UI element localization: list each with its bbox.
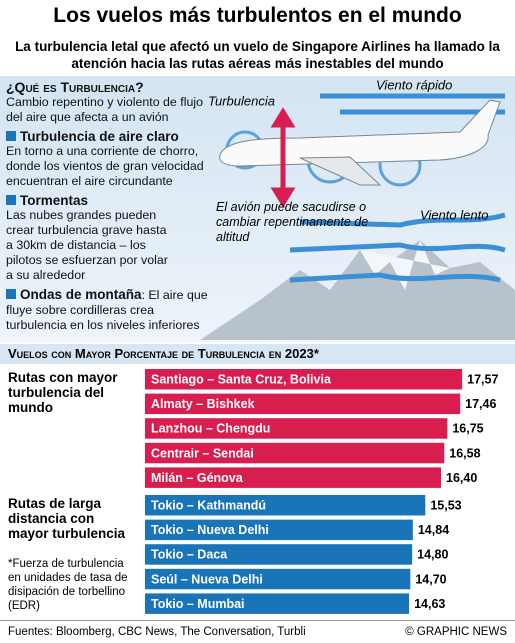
subtitle: La turbulencia letal que afectó un vuelo… (15, 39, 500, 71)
bar (145, 519, 413, 541)
heading: ¿Qué es Turbulencia? (6, 79, 144, 95)
group-label: Rutas con mayor turbulencia del mundo (8, 370, 118, 415)
plane (219, 99, 501, 186)
category-label: Santiago – Santa Cruz, Bolivia (151, 373, 332, 387)
text: En torno a una corriente de chorro, dond… (6, 144, 204, 188)
category-label: Tokio – Daca (151, 548, 228, 562)
bar (145, 418, 448, 439)
bar (145, 393, 461, 415)
value-label: 14,70 (415, 572, 446, 586)
label: Turbulencia (208, 93, 275, 108)
category-label: Tokio – Kathmandú (151, 499, 266, 513)
text: : El aire que fluye sobre cordilleras cr… (6, 288, 208, 332)
value-label: 16,40 (446, 471, 477, 485)
category-label: Centrair – Sendai (151, 446, 254, 460)
explainer: ¿Qué es Turbulencia? Cambio repentino y … (6, 80, 211, 333)
value-label: 16,58 (449, 446, 480, 460)
category-label: Tokio – Nueva Delhi (151, 523, 269, 537)
bar (145, 442, 445, 464)
category-label: Lanzhou – Chengdu (151, 422, 270, 436)
text: Las nubes grandes pueden crear turbulenc… (6, 208, 168, 282)
chart-title: Vuelos con Mayor Porcentaje de Turbulenc… (8, 346, 319, 361)
bar (145, 495, 426, 516)
bar (145, 467, 442, 488)
category-label: Seúl – Nueva Delhi (151, 572, 263, 586)
category-label: Milán – Génova (151, 471, 244, 485)
category-label: Tokio – Mumbai (151, 597, 245, 611)
note: El avión puede sacudirse o cambiar repen… (216, 200, 369, 244)
wind-arrows (289, 93, 506, 283)
heading: Ondas de montaña (20, 287, 142, 302)
bar (145, 568, 411, 590)
text: Cambio repentino y violento de flujo del… (6, 95, 203, 124)
value-label: 14,84 (418, 523, 449, 537)
illustration: Turbulencia Viento rápido Viento lento (200, 77, 515, 340)
value-label: 14,63 (414, 597, 445, 611)
footnote: *Fuerza de turbulencia en unidades de ta… (8, 558, 128, 612)
footer: Fuentes: Bloomberg, CBC News, The Conver… (0, 620, 515, 643)
heading: Tormentas (20, 193, 89, 208)
value-label: 17,57 (467, 373, 498, 387)
value-label: 17,46 (465, 397, 496, 411)
mountains (200, 240, 515, 340)
bar (145, 544, 413, 565)
value-label: 14,80 (417, 548, 448, 562)
value-label: 16,75 (452, 422, 483, 436)
title: Los vuelos más turbulentos en el mundo (53, 4, 462, 27)
bar (145, 593, 410, 614)
chart-header: Vuelos con Mayor Porcentaje de Turbulenc… (0, 344, 515, 364)
snow (360, 240, 450, 290)
sources: Fuentes: Bloomberg, CBC News, The Conver… (8, 626, 306, 638)
label: Viento rápido (376, 77, 452, 92)
shake-arrow (270, 107, 296, 208)
bar (145, 369, 463, 390)
value-label: 15,53 (430, 499, 461, 513)
credit: © GRAPHIC NEWS (405, 626, 507, 638)
label: Viento lento (420, 207, 488, 222)
heading: Turbulencia de aire claro (20, 129, 179, 144)
category-label: Almaty – Bishkek (151, 397, 255, 411)
group-label: Rutas de larga distancia con mayor turbu… (8, 496, 126, 541)
